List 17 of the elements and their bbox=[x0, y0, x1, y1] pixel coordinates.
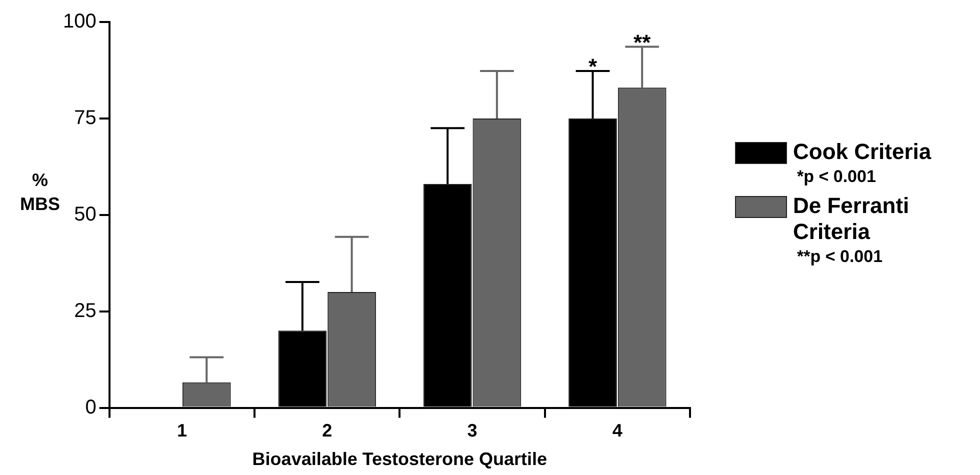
y-axis-title: % MBS bbox=[19, 169, 61, 216]
legend-label: De Ferranti Criteria bbox=[793, 193, 910, 245]
x-tick-label: 2 bbox=[322, 420, 332, 441]
legend-label: Cook Criteria bbox=[793, 139, 932, 165]
x-axis-title: Bioavailable Testosterone Quartile bbox=[252, 449, 548, 470]
x-tick-label: 4 bbox=[612, 420, 622, 441]
text: **p < 0.001 bbox=[797, 247, 884, 267]
text: *p < 0.001 bbox=[797, 167, 877, 187]
y-tick-label: 25 bbox=[74, 300, 96, 322]
y-tick-label: 50 bbox=[74, 203, 96, 226]
y-tick-label: 75 bbox=[74, 106, 96, 129]
annotation: * bbox=[588, 54, 598, 80]
y-tick-label: 0 bbox=[85, 396, 96, 418]
annotation: ** bbox=[634, 30, 652, 55]
x-tick-label: 3 bbox=[467, 420, 478, 441]
y-tick-label: 100 bbox=[62, 10, 96, 33]
x-tick-label: 1 bbox=[176, 420, 187, 441]
